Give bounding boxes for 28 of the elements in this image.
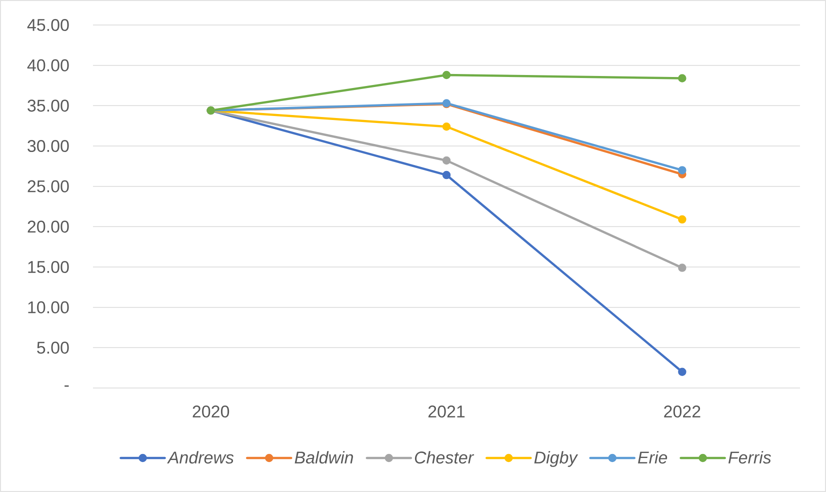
x-tick-label: 2020 [192, 406, 230, 418]
y-tick-label: 30.00 [28, 140, 69, 152]
x-tick-label: 2021 [428, 406, 465, 418]
point [442, 70, 451, 80]
y-tick-label: 10.00 [28, 301, 69, 314]
point [678, 74, 686, 82]
legend-label: Digby [534, 451, 578, 467]
y-tick-label: 45.00 [27, 18, 69, 32]
y-tick-label: 35.00 [28, 100, 69, 112]
y-tick-label: 40.00 [27, 59, 69, 72]
point [442, 170, 451, 180]
point [678, 264, 686, 272]
y-tick-label: 20.00 [28, 220, 69, 233]
legend-label: Ferris [728, 451, 772, 464]
y-tick-label: 25.00 [28, 180, 69, 192]
point [678, 166, 686, 174]
legend-label: Erie [638, 451, 668, 464]
y-tick-label: - [64, 385, 69, 387]
legend-label: Chester [414, 451, 474, 464]
legend-label: Andrews [167, 451, 234, 464]
point [442, 156, 451, 165]
point [442, 122, 451, 131]
y-tick-label: 5.00 [37, 342, 69, 354]
point [678, 368, 686, 376]
point [678, 215, 686, 224]
x-tick-label: 2022 [664, 406, 700, 418]
y-tick-label: 15.00 [28, 260, 69, 274]
legend-label: Baldwin [294, 451, 353, 464]
